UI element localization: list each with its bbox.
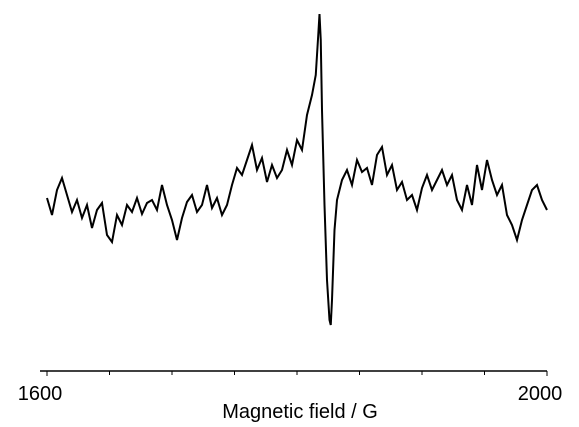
spectrum-line	[46, 13, 548, 326]
x-tick-label: 2000	[518, 383, 563, 405]
x-axis-label: Magnetic field / G	[222, 401, 378, 423]
x-tick-label: 1600	[18, 383, 63, 405]
